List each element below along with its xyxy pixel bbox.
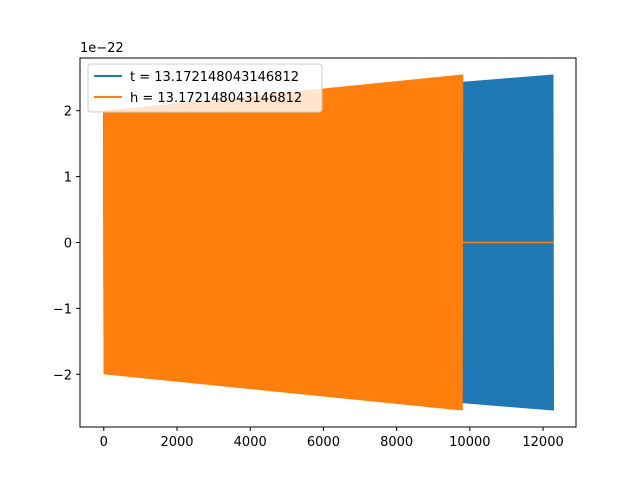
x-tick-label: 10000 [449,435,490,450]
y-tick-label: 1 [64,171,72,186]
legend-box [87,63,323,113]
x-tick-label: 6000 [307,435,340,450]
x-tick-label: 12000 [522,435,563,450]
y-tick-label: −1 [53,302,72,317]
legend-label: h = 13.172148043146812 [130,91,302,106]
x-tick-label: 0 [100,435,108,450]
x-tick-label: 4000 [234,435,267,450]
y-tick-label: −2 [53,368,72,383]
y-tick-label: 2 [64,105,72,120]
series-h-line [103,74,464,411]
y-axis-scale-label: 1e−22 [80,41,124,56]
y-axis-ticks: −2 −1 0 1 2 [53,105,80,383]
x-tick-label: 2000 [160,435,193,450]
x-tick-label: 8000 [380,435,413,450]
x-axis-ticks: 0 2000 4000 6000 8000 10000 12000 [100,427,564,450]
legend-label: t = 13.172148043146812 [130,70,299,85]
legend: t = 13.172148043146812 h = 13.17214804314… [87,63,323,113]
y-tick-label: 0 [64,237,72,252]
